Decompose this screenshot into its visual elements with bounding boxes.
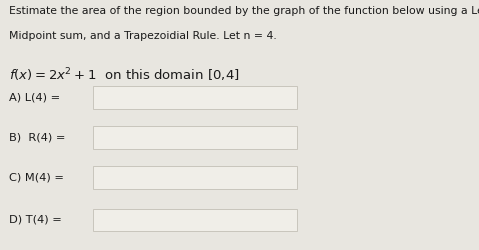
Text: $f(x) = 2x^2 + 1$  on this domain [0,4]: $f(x) = 2x^2 + 1$ on this domain [0,4] [9,66,239,84]
FancyBboxPatch shape [93,126,297,149]
Text: Midpoint sum, and a Trapezoidial Rule. Let n = 4.: Midpoint sum, and a Trapezoidial Rule. L… [9,31,276,41]
Text: B)  R(4) =: B) R(4) = [9,132,65,142]
Text: A) L(4) =: A) L(4) = [9,92,60,102]
Text: Estimate the area of the region bounded by the graph of the function below using: Estimate the area of the region bounded … [9,6,479,16]
FancyBboxPatch shape [93,166,297,189]
FancyBboxPatch shape [93,209,297,231]
FancyBboxPatch shape [93,86,297,109]
Text: D) T(4) =: D) T(4) = [9,215,61,225]
Text: C) M(4) =: C) M(4) = [9,172,64,182]
